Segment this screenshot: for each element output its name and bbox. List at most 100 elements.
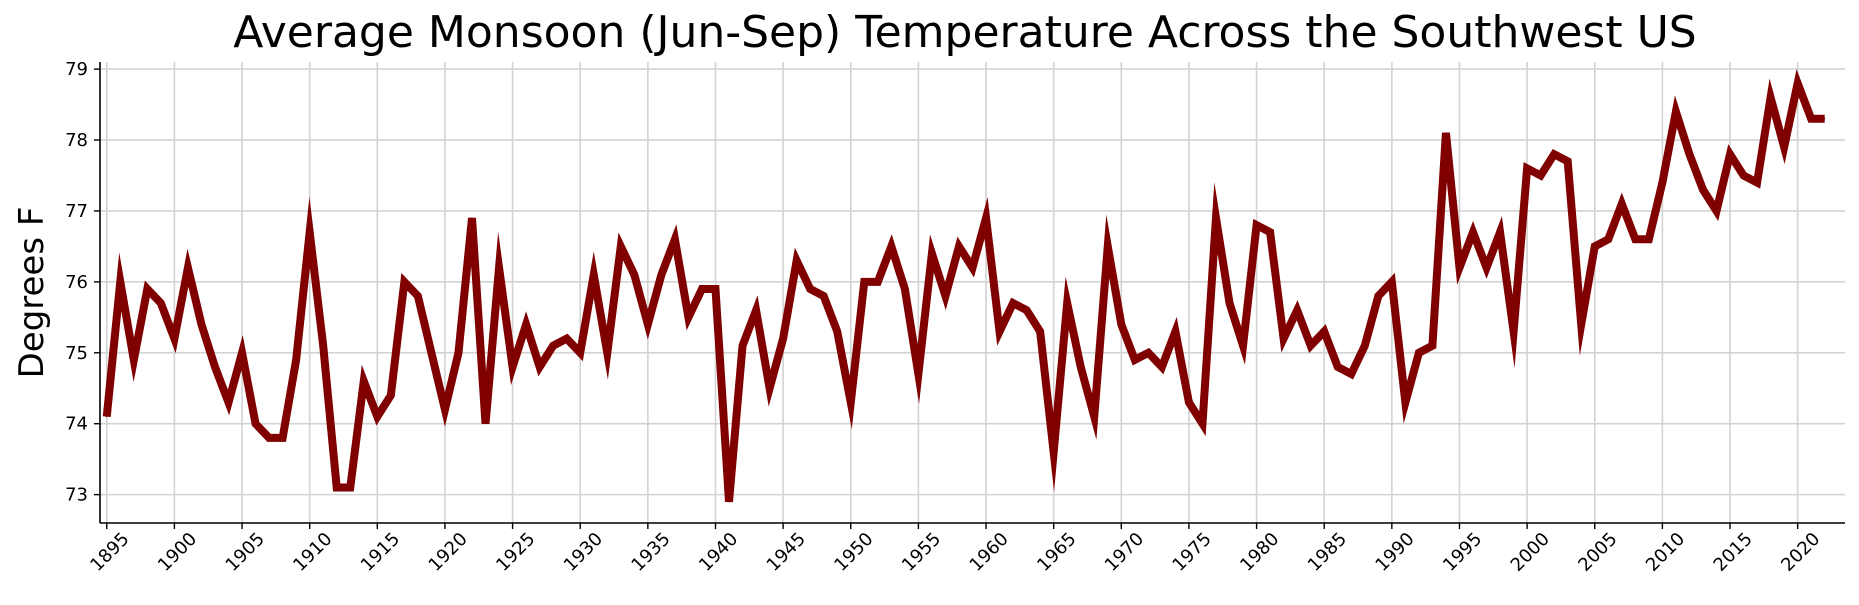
data-point (1269, 231, 1271, 233)
data-point (714, 288, 717, 290)
x-tick-label: 2020 (1777, 529, 1824, 576)
x-tick-label: 1960 (966, 529, 1013, 576)
data-point (1634, 238, 1636, 240)
data-point (1147, 352, 1149, 354)
data-point (1512, 330, 1515, 333)
data-point (106, 416, 108, 418)
x-tick-label: 1910 (289, 529, 336, 576)
data-point (1810, 118, 1812, 120)
data-point (444, 408, 446, 411)
data-point (363, 380, 365, 382)
data-point (674, 238, 676, 240)
y-tick-label: 74 (65, 414, 88, 435)
data-point (1215, 217, 1217, 219)
data-point (1174, 330, 1177, 333)
data-point (1134, 359, 1136, 361)
data-point (1188, 401, 1190, 404)
x-tick-label: 1970 (1101, 529, 1148, 576)
data-point (214, 366, 216, 368)
data-point (322, 345, 324, 347)
x-tick-label: 1950 (830, 529, 877, 576)
data-point (349, 486, 351, 489)
x-tick-label: 1935 (627, 529, 674, 576)
data-point (1228, 302, 1231, 304)
data-point (1364, 345, 1366, 347)
x-tick-label: 1915 (357, 529, 404, 576)
data-point (1120, 323, 1122, 326)
y-tick-label: 75 (65, 343, 88, 364)
data-point (1824, 118, 1826, 120)
data-point (633, 274, 635, 276)
data-point (241, 352, 243, 354)
data-point (376, 416, 378, 418)
x-tick-label: 1985 (1304, 529, 1351, 576)
x-tick-label: 2010 (1642, 529, 1689, 576)
data-point (268, 437, 270, 439)
data-point (1797, 82, 1799, 84)
data-point (1026, 309, 1028, 311)
data-point (836, 330, 838, 333)
x-tick-label: 1940 (695, 529, 742, 576)
y-axis-label: Degrees F (12, 207, 52, 379)
data-point (850, 401, 852, 404)
temperature-series-line (102, 69, 1825, 503)
x-tick-label: 1995 (1439, 529, 1486, 576)
data-point (1540, 174, 1542, 177)
data-point (931, 252, 933, 255)
data-point (701, 288, 703, 290)
data-point (1053, 451, 1055, 453)
data-point (511, 366, 514, 368)
data-point (133, 359, 135, 361)
data-point (1391, 281, 1393, 283)
data-point (227, 401, 230, 404)
y-tick-label: 76 (65, 272, 88, 293)
x-tick-label: 1975 (1168, 529, 1215, 576)
data-point (1310, 345, 1312, 347)
data-point (498, 267, 500, 269)
data-point (1012, 302, 1014, 304)
data-point (471, 217, 473, 219)
data-point (1242, 345, 1244, 347)
data-point (1485, 267, 1488, 269)
data-point (1458, 267, 1461, 269)
data-point (1377, 295, 1379, 297)
data-point (863, 281, 865, 283)
data-point (173, 338, 175, 340)
x-tick-label: 2000 (1507, 529, 1554, 576)
data-point (187, 267, 189, 269)
data-point (119, 281, 121, 283)
data-point (309, 231, 311, 233)
data-point (295, 359, 297, 361)
data-point (1431, 345, 1434, 347)
data-point (1594, 245, 1596, 247)
data-point (430, 352, 433, 354)
data-point (620, 245, 622, 247)
data-point (1323, 330, 1325, 333)
data-point (660, 274, 662, 276)
data-point (200, 323, 203, 326)
x-tick-label: 1990 (1371, 529, 1418, 576)
x-tick-label: 1930 (560, 529, 607, 576)
x-tick-label: 2005 (1574, 529, 1621, 576)
x-tick-label: 1900 (154, 529, 201, 576)
data-point (254, 423, 257, 425)
data-point (403, 281, 405, 283)
data-point (1255, 224, 1258, 226)
data-point (146, 288, 148, 290)
data-point (1472, 231, 1474, 233)
data-point (917, 373, 919, 375)
data-point (1770, 96, 1772, 99)
data-point (782, 338, 784, 340)
data-point (579, 352, 581, 354)
data-point (1093, 416, 1095, 418)
data-point (1756, 181, 1758, 184)
data-point (1296, 309, 1298, 311)
data-point (484, 423, 487, 425)
data-point (1161, 366, 1163, 368)
data-point (823, 295, 825, 297)
data-point (552, 345, 554, 347)
data-point (1039, 330, 1041, 333)
data-point (1499, 231, 1501, 233)
data-point (1621, 203, 1623, 205)
data-point (1675, 111, 1677, 113)
